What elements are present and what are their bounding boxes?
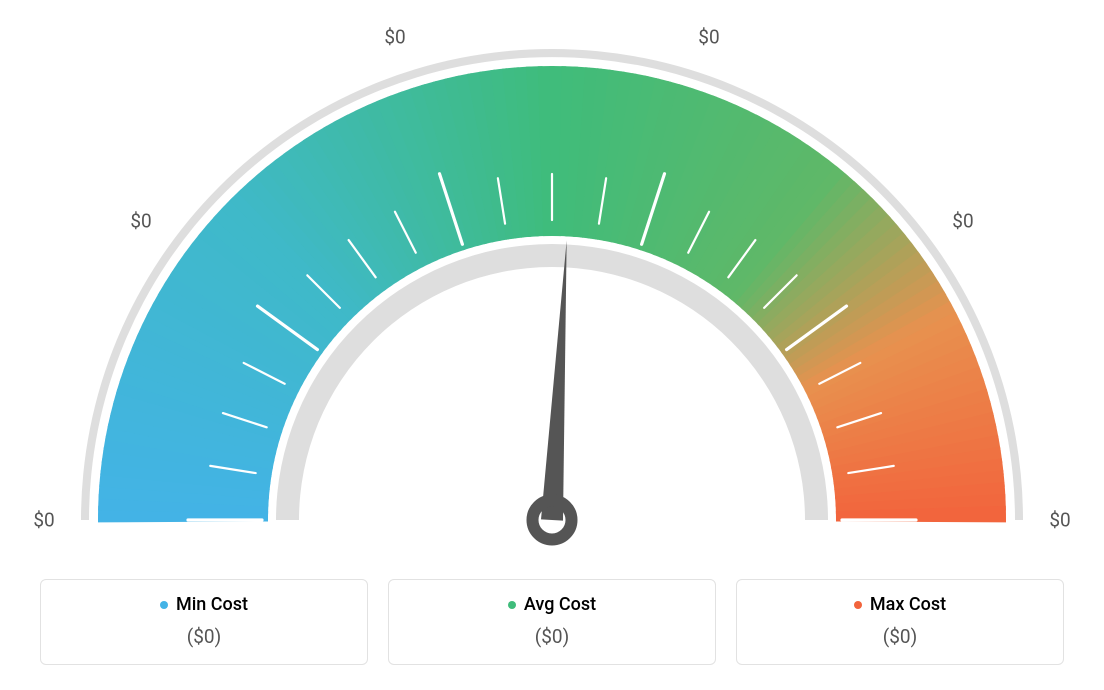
legend-dot-avg [508, 601, 516, 609]
gauge-scale-label-2: $0 [384, 25, 405, 48]
legend-row: Min Cost ($0) Avg Cost ($0) Max Cost ($0… [40, 579, 1064, 666]
legend-title-max: Max Cost [854, 594, 946, 615]
legend-title-text-avg: Avg Cost [524, 594, 596, 615]
gauge-scale-label-3: $0 [698, 25, 719, 48]
legend-value-min: ($0) [51, 625, 357, 648]
legend-card-avg: Avg Cost ($0) [388, 579, 716, 666]
legend-value-max: ($0) [747, 625, 1053, 648]
gauge-svg [40, 0, 1064, 560]
gauge-scale-label-0: $0 [33, 509, 54, 532]
gauge-scale-label-5: $0 [1049, 509, 1070, 532]
legend-value-avg: ($0) [399, 625, 705, 648]
legend-card-min: Min Cost ($0) [40, 579, 368, 666]
legend-title-text-min: Min Cost [176, 594, 248, 615]
legend-dot-min [160, 601, 168, 609]
chart-container: $0 $0 $0 $0 $0 $0 Min Cost ($0) Avg Cost ($0)… [0, 0, 1104, 690]
legend-title-avg: Avg Cost [508, 594, 596, 615]
gauge-scale-label-1: $0 [130, 210, 151, 233]
gauge-scale-label-4: $0 [952, 210, 973, 233]
legend-card-max: Max Cost ($0) [736, 579, 1064, 666]
legend-title-text-max: Max Cost [870, 594, 946, 615]
gauge-area: $0$0$0$0$0$0 [40, 0, 1064, 560]
legend-title-min: Min Cost [160, 594, 248, 615]
legend-dot-max [854, 601, 862, 609]
gauge-needle [541, 240, 567, 520]
